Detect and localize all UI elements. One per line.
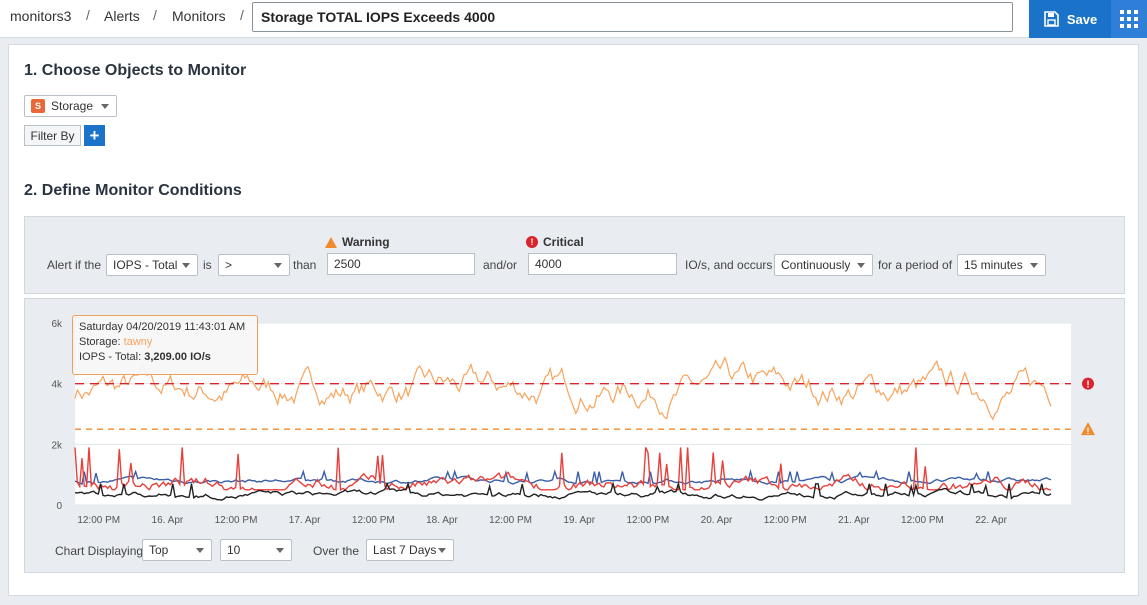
chevron-down-icon bbox=[438, 548, 446, 553]
y-tick-label: 2k bbox=[51, 440, 63, 451]
tooltip-storage: Storage: tawny bbox=[79, 335, 251, 350]
chevron-down-icon bbox=[1030, 263, 1038, 268]
top-bar: monitors3 / Alerts / Monitors / Save bbox=[0, 0, 1147, 38]
x-tick-label: 12:00 PM bbox=[764, 515, 807, 526]
tooltip-storage-label: Storage: bbox=[79, 336, 121, 348]
monitor-editor-panel: 1. Choose Objects to Monitor S Storage F… bbox=[8, 44, 1139, 596]
conditions-row: Alert if the IOPS - Total is > than Warn… bbox=[24, 216, 1125, 294]
breadcrumb-separator: / bbox=[153, 7, 157, 23]
top-dropdown[interactable]: Top bbox=[142, 539, 212, 561]
breadcrumb-monitors[interactable]: Monitors bbox=[172, 8, 226, 24]
chart-displaying-label: Chart Displaying bbox=[55, 544, 144, 558]
than-label: than bbox=[293, 258, 317, 272]
chevron-down-icon bbox=[101, 104, 109, 109]
chevron-down-icon bbox=[274, 263, 282, 268]
tooltip-date: Saturday 04/20/2019 11:43:01 AM bbox=[79, 321, 246, 333]
operator-dropdown[interactable]: > bbox=[218, 254, 290, 276]
save-button[interactable]: Save bbox=[1029, 0, 1111, 38]
period-dropdown[interactable]: 15 minutes bbox=[957, 254, 1046, 276]
storage-icon: S bbox=[31, 99, 45, 113]
period-value: 15 minutes bbox=[964, 258, 1023, 272]
series-line bbox=[74, 481, 1052, 501]
occurrence-value: Continuously bbox=[781, 258, 851, 272]
breadcrumb-alerts[interactable]: Alerts bbox=[104, 8, 140, 24]
count-dropdown[interactable]: 10 bbox=[220, 539, 292, 561]
x-tick-label: 12:00 PM bbox=[901, 515, 944, 526]
period-label: for a period of bbox=[878, 258, 953, 272]
warning-header: Warning bbox=[325, 235, 390, 249]
occurs-label: IO/s, and occurs bbox=[685, 258, 773, 272]
is-label: is bbox=[203, 258, 212, 272]
chart-tooltip: Saturday 04/20/2019 11:43:01 AM Storage:… bbox=[72, 315, 258, 375]
critical-label: Critical bbox=[543, 235, 584, 249]
count-value: 10 bbox=[227, 543, 241, 557]
over-the-label: Over the bbox=[313, 544, 360, 558]
chevron-down-icon bbox=[857, 263, 865, 268]
metric-value: IOPS - Total bbox=[113, 258, 178, 272]
filter-by-button[interactable]: Filter By bbox=[24, 125, 81, 146]
warning-icon bbox=[325, 236, 337, 248]
breadcrumb-separator: / bbox=[86, 7, 90, 23]
y-tick-label: 0 bbox=[56, 501, 62, 512]
y-tick-label: 4k bbox=[51, 380, 63, 391]
y-tick-label: 6k bbox=[51, 319, 63, 330]
x-tick-label: 12:00 PM bbox=[626, 515, 669, 526]
critical-threshold-input[interactable] bbox=[528, 253, 677, 275]
occurrence-dropdown[interactable]: Continuously bbox=[774, 254, 873, 276]
critical-header: ! Critical bbox=[526, 235, 584, 249]
breadcrumb-separator: / bbox=[240, 7, 244, 23]
x-tick-label: 19. Apr bbox=[563, 515, 595, 526]
breadcrumb-monitors3[interactable]: monitors3 bbox=[10, 8, 72, 24]
warning-marker-icon bbox=[1081, 422, 1095, 436]
series-line bbox=[74, 468, 1052, 486]
top-value: Top bbox=[149, 543, 169, 557]
metric-dropdown[interactable]: IOPS - Total bbox=[106, 254, 198, 276]
warning-marker-glyph: ! bbox=[1087, 426, 1090, 436]
series-line bbox=[74, 447, 1052, 491]
critical-marker-icon bbox=[1082, 377, 1094, 390]
monitor-name-input[interactable] bbox=[252, 2, 1013, 32]
x-tick-label: 16. Apr bbox=[152, 515, 184, 526]
chevron-down-icon bbox=[196, 548, 204, 553]
tooltip-metric-value: 3,209.00 IO/s bbox=[144, 351, 211, 363]
section-title-conditions: 2. Define Monitor Conditions bbox=[24, 182, 242, 199]
series-line bbox=[74, 356, 1052, 421]
x-tick-label: 12:00 PM bbox=[77, 515, 120, 526]
and-or-label: and/or bbox=[483, 258, 518, 272]
critical-marker-glyph: ! bbox=[1086, 380, 1089, 391]
x-tick-label: 18. Apr bbox=[426, 515, 458, 526]
x-tick-label: 22. Apr bbox=[975, 515, 1007, 526]
x-tick-label: 21. Apr bbox=[838, 515, 870, 526]
object-type-dropdown[interactable]: S Storage bbox=[24, 95, 117, 117]
section-title-objects: 1. Choose Objects to Monitor bbox=[24, 62, 247, 79]
object-type-value: Storage bbox=[51, 99, 94, 113]
tooltip-metric-label: IOPS - Total: bbox=[79, 351, 142, 363]
range-dropdown[interactable]: Last 7 Days bbox=[366, 539, 454, 561]
x-tick-label: 20. Apr bbox=[701, 515, 733, 526]
tooltip-metric: IOPS - Total: 3,209.00 IO/s bbox=[79, 350, 251, 365]
floppy-disk-icon bbox=[1044, 11, 1059, 27]
tooltip-storage-name: tawny bbox=[123, 336, 153, 348]
chevron-down-icon bbox=[276, 548, 284, 553]
critical-icon: ! bbox=[526, 236, 538, 248]
warning-label: Warning bbox=[342, 235, 390, 249]
chevron-down-icon bbox=[182, 263, 190, 268]
operator-value: > bbox=[225, 258, 233, 272]
x-tick-label: 12:00 PM bbox=[215, 515, 258, 526]
range-value: Last 7 Days bbox=[373, 543, 437, 557]
save-button-label: Save bbox=[1066, 11, 1098, 27]
app-grid-icon[interactable] bbox=[1111, 0, 1147, 38]
add-filter-button[interactable]: + bbox=[84, 125, 105, 146]
x-tick-label: 12:00 PM bbox=[489, 515, 532, 526]
warning-threshold-input[interactable] bbox=[327, 253, 475, 275]
alert-if-label: Alert if the bbox=[47, 258, 102, 272]
x-tick-label: 17. Apr bbox=[289, 515, 321, 526]
x-tick-label: 12:00 PM bbox=[352, 515, 395, 526]
